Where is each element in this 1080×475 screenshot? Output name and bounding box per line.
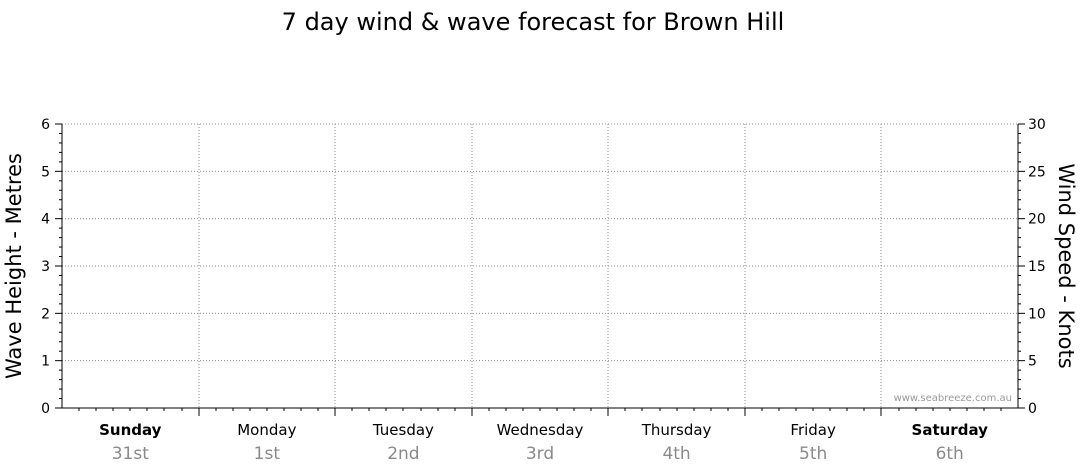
day-label: Sunday <box>99 421 162 439</box>
left-tick-label: 1 <box>41 354 50 370</box>
left-tick-label: 3 <box>41 259 50 275</box>
day-label: Saturday <box>912 421 989 439</box>
axes <box>61 124 1019 416</box>
right-tick-label: 20 <box>1028 212 1046 228</box>
day-labels: Sunday 31st Monday 1st Tuesday 2nd Wednesday 3r… <box>99 421 988 464</box>
right-axis-title: Wind Speed - Knots <box>1054 163 1078 368</box>
grid-lines <box>62 123 1018 408</box>
day-label: Tuesday <box>372 421 434 439</box>
left-tick-label: 2 <box>41 306 50 322</box>
left-tick-label: 6 <box>41 117 50 133</box>
day-label: Wednesday <box>497 421 584 439</box>
day-label: Friday <box>790 421 836 439</box>
left-axis-ticks: 0 1 2 3 4 5 6 <box>41 117 62 417</box>
right-tick-label: 30 <box>1028 117 1046 133</box>
date-label: 31st <box>112 444 149 464</box>
left-tick-label: 5 <box>41 164 50 180</box>
left-axis-title: Wave Height - Metres <box>2 153 26 379</box>
date-label: 2nd <box>387 444 419 464</box>
day-label: Thursday <box>641 421 712 439</box>
left-tick-label: 0 <box>41 401 50 417</box>
right-tick-label: 25 <box>1028 164 1046 180</box>
right-axis-ticks: 0 5 10 15 20 25 30 <box>1018 117 1046 417</box>
date-label: 1st <box>254 444 281 464</box>
day-label: Monday <box>237 421 296 439</box>
date-label: 4th <box>662 444 690 464</box>
right-tick-label: 5 <box>1028 354 1037 370</box>
left-tick-label: 4 <box>41 212 50 228</box>
chart-title: 7 day wind & wave forecast for Brown Hil… <box>282 8 785 36</box>
watermark: www.seabreeze.com.au <box>894 393 1012 404</box>
date-label: 6th <box>936 444 964 464</box>
right-tick-label: 10 <box>1028 306 1046 322</box>
right-tick-label: 15 <box>1028 259 1046 275</box>
date-label: 3rd <box>526 444 554 464</box>
date-label: 5th <box>799 444 827 464</box>
right-tick-label: 0 <box>1028 401 1037 417</box>
